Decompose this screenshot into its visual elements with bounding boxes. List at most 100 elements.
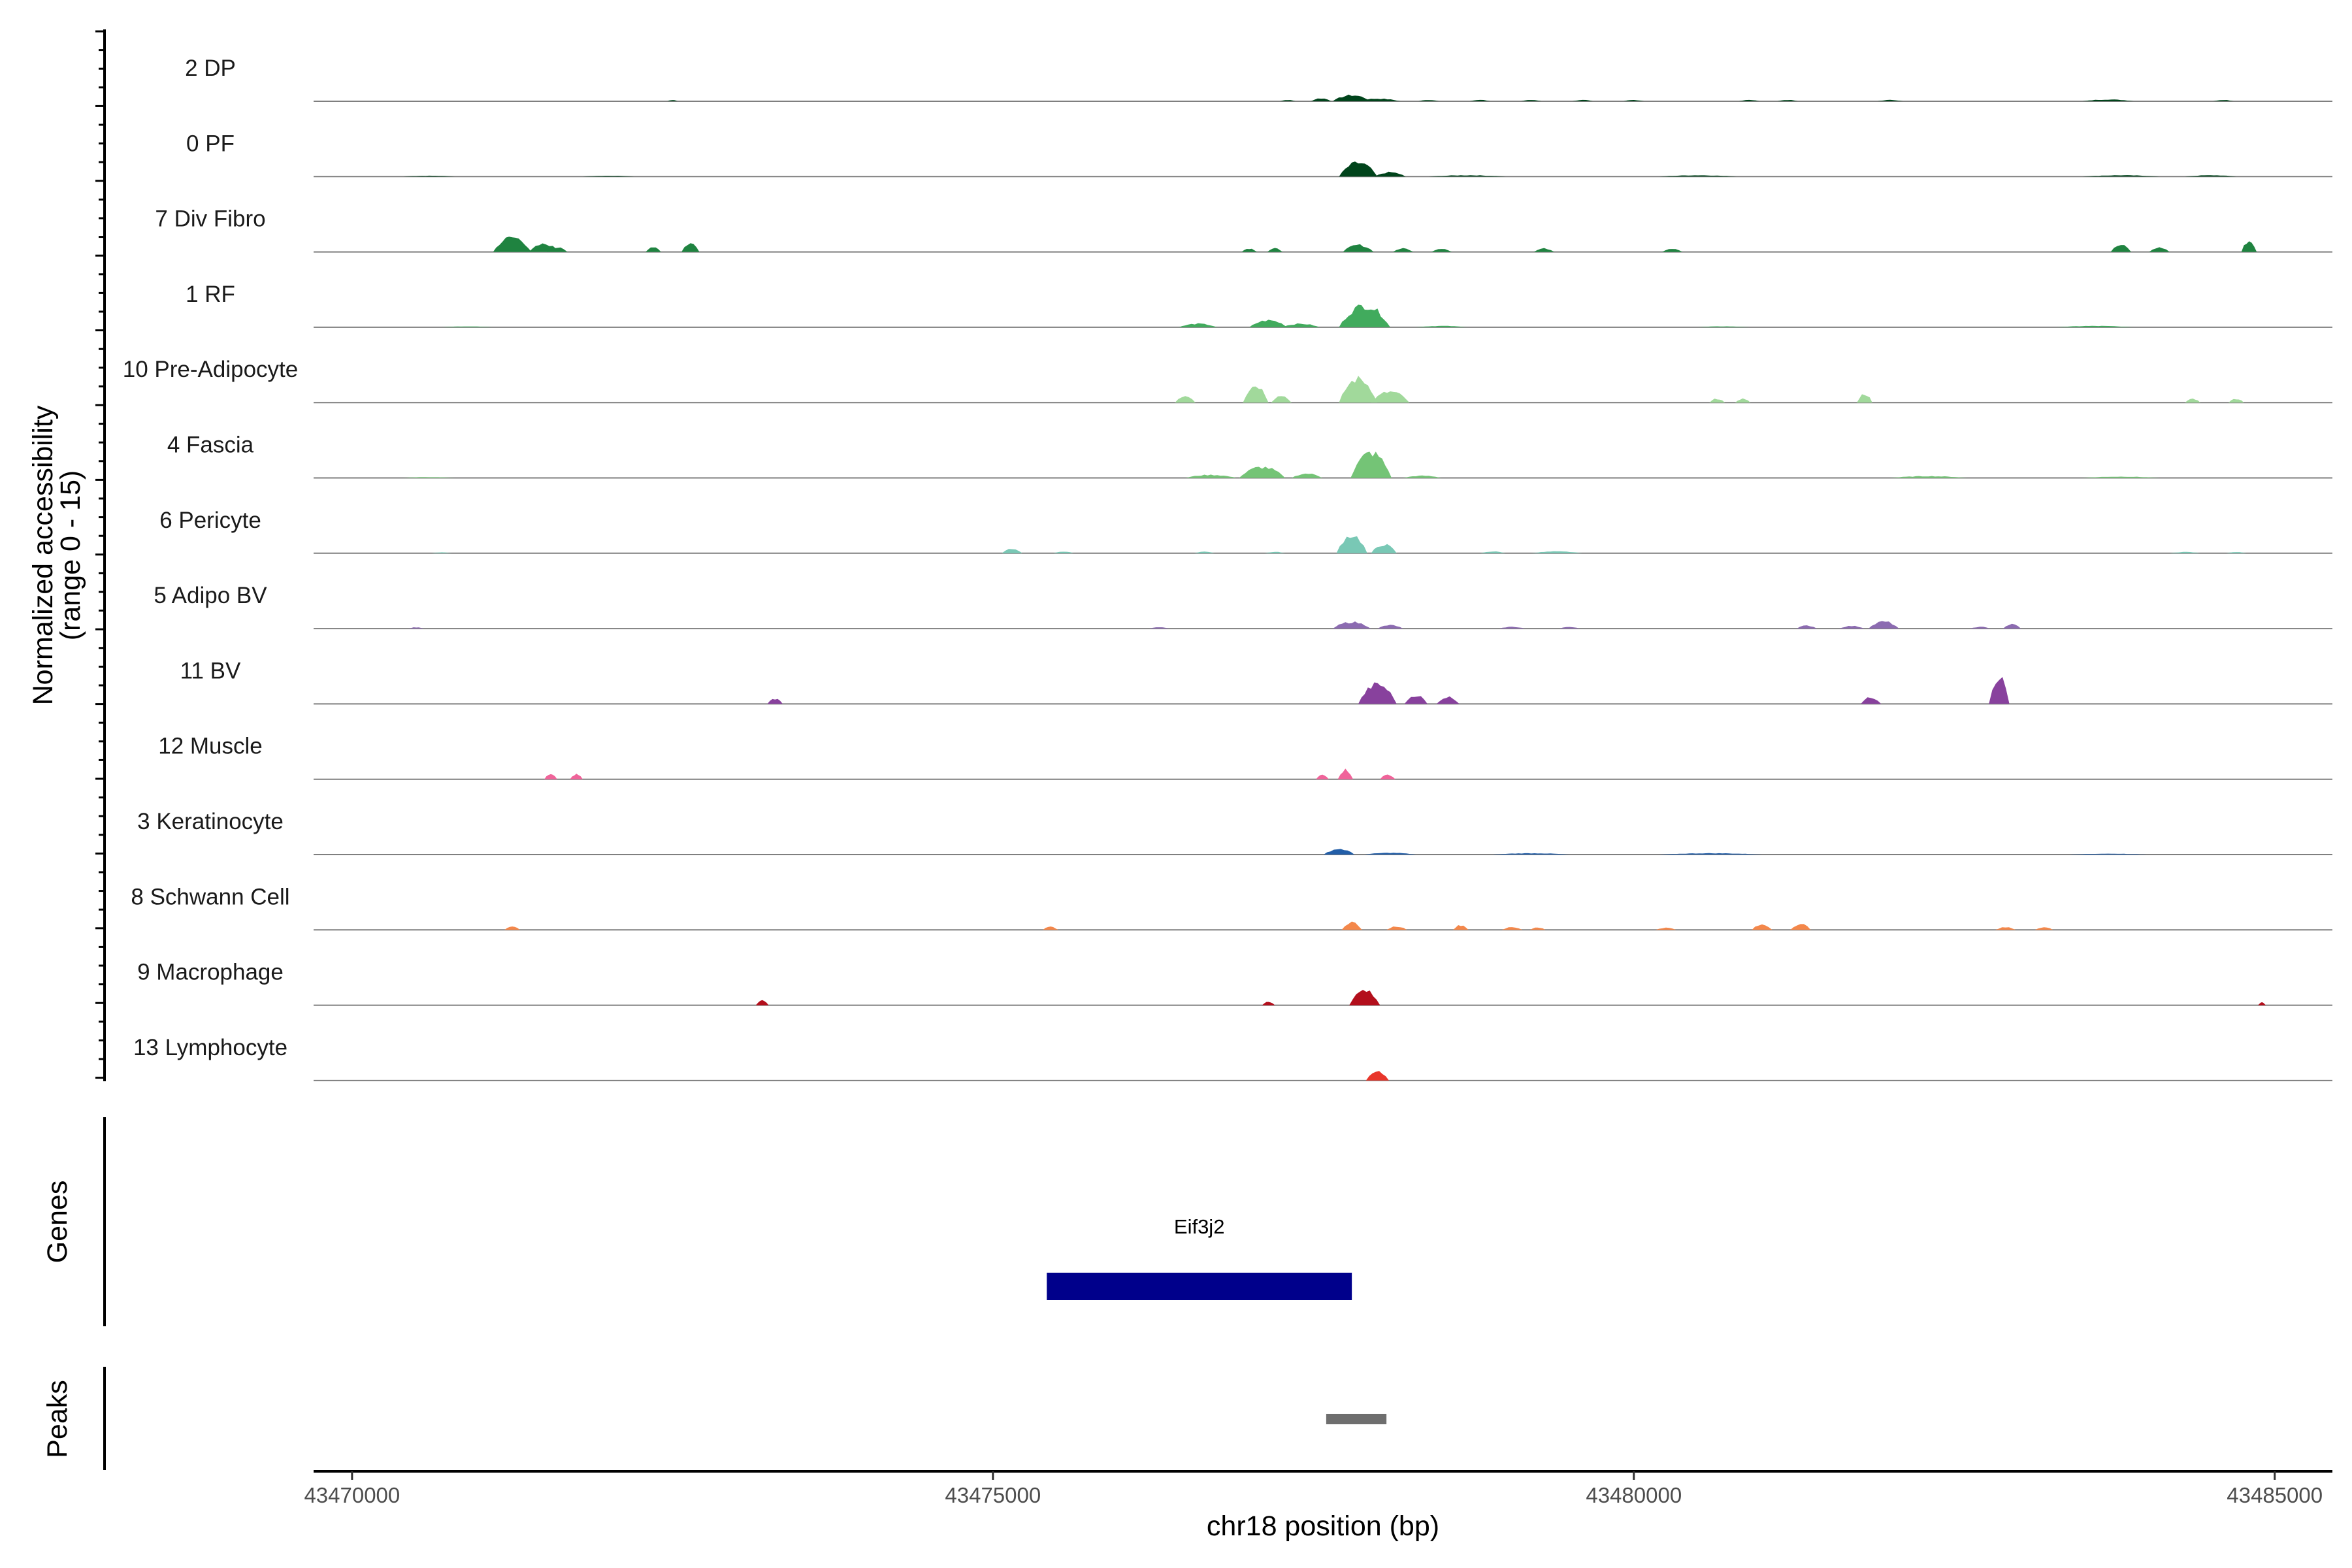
coverage-peak — [1739, 99, 1759, 101]
track-label: 2 DP — [185, 56, 236, 81]
track-label: 9 Macrophage — [137, 960, 284, 985]
track-label: 11 BV — [180, 658, 241, 683]
x-tick-label: 43480000 — [1586, 1483, 1682, 1507]
coverage-peak — [2229, 399, 2244, 403]
coverage-peak — [1349, 990, 1380, 1005]
coverage-peak — [1316, 774, 1329, 779]
coverage-peak — [1249, 319, 1288, 327]
gene-label: Eif3j2 — [1174, 1215, 1225, 1238]
track-label: 0 PF — [186, 131, 235, 156]
coverage-peak — [1264, 551, 1286, 553]
x-axis-title: chr18 position (bp) — [1207, 1511, 1439, 1542]
coverage-peak — [1371, 544, 1397, 553]
coverage-peak — [1521, 100, 1542, 101]
track-label: 8 Schwann Cell — [131, 884, 289, 909]
coverage-peak — [1243, 386, 1269, 403]
track-label: 12 Muscle — [158, 734, 263, 759]
coverage-peak — [1416, 325, 1467, 327]
x-tick-label: 43470000 — [304, 1483, 400, 1507]
coverage-peak — [1324, 849, 1355, 855]
coverage-peak — [1332, 621, 1371, 629]
coverage-peak — [1995, 927, 2016, 930]
coverage-peak — [1239, 466, 1286, 478]
coverage-peak — [1281, 323, 1320, 327]
coverage-peak — [1861, 697, 1882, 704]
coverage-peak — [755, 1000, 769, 1005]
coverage-peak — [1890, 476, 1967, 478]
coverage-peak — [1659, 175, 1737, 177]
coverage-peak — [1364, 853, 1416, 855]
coverage-peak — [1533, 248, 1555, 252]
coverage-peak — [1350, 451, 1392, 478]
track-4: 10 Pre-Adipocyte — [123, 357, 2332, 404]
coverage-peak — [1469, 99, 1490, 101]
coverage-peak — [767, 698, 783, 704]
coverage-peak — [1271, 396, 1292, 403]
coverage-peak — [2057, 325, 2134, 327]
coverage-peak — [2069, 853, 2147, 855]
coverage-peak — [403, 477, 455, 478]
coverage-peak — [1790, 924, 1811, 930]
coverage-peak — [1375, 171, 1406, 177]
coverage-peak — [1418, 100, 1439, 101]
coverage-peak — [1343, 244, 1374, 252]
coverage-peak — [1179, 323, 1218, 327]
coverage-peak — [1053, 551, 1074, 553]
gene-body — [1047, 1273, 1352, 1300]
coverage-peak — [1989, 677, 2010, 704]
coverage-peak — [681, 243, 700, 252]
coverage-peak — [645, 247, 661, 252]
coverage-peak — [1371, 391, 1410, 403]
coverage-peak — [504, 926, 520, 930]
track-7: 5 Adipo BV — [154, 583, 2332, 630]
track-label: 1 RF — [186, 282, 235, 307]
coverage-peak — [431, 552, 452, 553]
coverage-peak — [1453, 925, 1469, 930]
track-8: 11 BV — [180, 658, 2332, 705]
track-label: 5 Adipo BV — [154, 583, 267, 608]
coverage-peak — [1339, 161, 1378, 177]
coverage-peak — [1280, 100, 1296, 101]
coverage-peak — [547, 247, 568, 252]
coverage-peak — [1339, 304, 1390, 327]
track-6: 6 Pericyte — [159, 508, 2332, 554]
x-axis: 43470000 43475000 43480000 43485000 — [304, 1470, 2332, 1507]
coverage-peak — [2185, 399, 2200, 403]
coverage-peak — [2082, 476, 2160, 478]
coverage-peak — [1392, 248, 1414, 252]
coverage-peak — [1529, 927, 1546, 930]
y-axis-title: Normalized accessibility(range 0 - 15) — [27, 405, 86, 705]
coverage-peak — [1431, 249, 1452, 252]
coverage-peak — [1659, 853, 1762, 855]
track-9: 12 Muscle — [158, 734, 2332, 780]
coverage-peak — [493, 237, 532, 252]
coverage-peak — [2185, 175, 2236, 177]
coverage-peak — [1838, 625, 1865, 629]
coverage-peak — [2226, 552, 2247, 553]
track-11: 8 Schwann Cell — [131, 884, 2332, 931]
track-label: 4 Fascia — [167, 433, 254, 458]
track-label: 6 Pericyte — [159, 508, 261, 533]
coverage-peak — [1661, 249, 1683, 252]
coverage-peak — [667, 100, 678, 101]
coverage-peak — [1262, 1002, 1275, 1005]
coverage-peak — [1337, 768, 1354, 779]
coverage-peak — [1777, 100, 1798, 101]
coverage-peak — [1857, 394, 1872, 403]
track-10: 3 Keratinocyte — [137, 809, 2332, 855]
coverage-peak — [2149, 247, 2170, 252]
coverage-peak — [1403, 475, 1442, 478]
coverage-peak — [1380, 774, 1396, 779]
coverage-peak — [1175, 396, 1196, 403]
coverage-peak — [1572, 99, 1593, 101]
peaks-panel: Peaks — [42, 1367, 1387, 1470]
coverage-peak — [2213, 100, 2234, 101]
track-0: 2 DP — [185, 56, 2332, 102]
genes-title: Genes — [42, 1181, 73, 1264]
coverage-peak — [1531, 551, 1583, 553]
coverage-peak — [1002, 549, 1022, 553]
coverage-peak — [1480, 551, 1506, 553]
coverage-peak — [1332, 94, 1371, 101]
coverage-peak — [2258, 1002, 2266, 1005]
